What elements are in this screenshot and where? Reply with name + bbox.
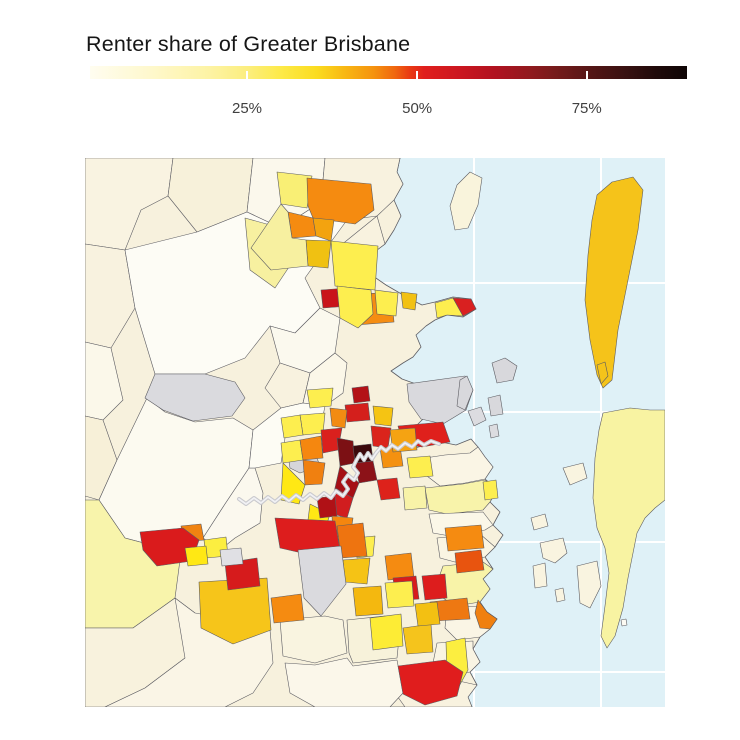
map-region — [467, 406, 487, 427]
map-region — [406, 455, 434, 479]
map-region — [449, 171, 483, 231]
map-region — [491, 357, 518, 384]
map-region — [487, 394, 504, 417]
page-title: Renter share of Greater Brisbane — [86, 32, 411, 57]
map-region — [351, 385, 371, 404]
map-region — [306, 177, 375, 225]
map-region — [584, 176, 644, 389]
map-region — [306, 387, 334, 409]
map-region — [370, 425, 392, 449]
legend-tick-label: 25% — [231, 100, 263, 117]
map-region — [302, 459, 326, 486]
choropleth-map — [85, 158, 665, 707]
map-region — [352, 585, 384, 617]
map-region — [456, 375, 474, 411]
map-region — [434, 297, 464, 319]
map-region — [342, 557, 371, 585]
map-region — [85, 341, 124, 421]
map-region — [369, 613, 404, 651]
map-region — [384, 580, 415, 609]
map-region — [374, 289, 399, 317]
brisbane-river — [238, 440, 440, 505]
legend-tick-label: 75% — [571, 100, 602, 117]
map-region — [280, 414, 304, 439]
map-region — [85, 158, 174, 251]
map-region — [336, 285, 374, 329]
map-region — [596, 361, 609, 385]
map-region — [184, 545, 209, 567]
map-region — [316, 495, 338, 519]
map-region — [482, 479, 499, 501]
map-region — [452, 297, 477, 317]
map-region — [344, 402, 371, 423]
map-region — [299, 435, 324, 461]
map-region — [539, 537, 568, 564]
map-region — [219, 547, 244, 567]
map-region — [576, 560, 602, 609]
map-region — [397, 659, 464, 706]
map-region — [414, 601, 441, 627]
legend-tick-mark — [416, 71, 419, 80]
map-region — [276, 171, 313, 209]
map-region — [562, 462, 588, 486]
map-region — [144, 373, 246, 422]
map-region — [620, 618, 628, 627]
map-region — [305, 239, 332, 269]
map-region — [424, 446, 494, 487]
map-region — [421, 573, 448, 601]
map-region — [402, 623, 434, 655]
legend-tick-mark — [585, 71, 588, 80]
map-region — [454, 549, 485, 574]
map-region — [474, 599, 498, 630]
legend-tick-label: 50% — [402, 100, 433, 117]
map-region — [270, 593, 305, 624]
map-region — [284, 657, 404, 707]
map-region — [336, 437, 356, 467]
map-region — [530, 513, 549, 531]
map-region — [424, 479, 498, 515]
map-region — [372, 405, 394, 427]
map-region — [376, 477, 401, 501]
legend: 25% 50% 75% — [90, 66, 687, 126]
map-svg — [85, 158, 665, 707]
map-region — [329, 407, 348, 429]
map-region — [250, 203, 309, 271]
map-region — [554, 587, 566, 603]
map-region — [85, 243, 136, 349]
map-region — [224, 557, 261, 591]
map-region — [384, 552, 415, 581]
map-region — [330, 240, 379, 291]
map-region — [444, 524, 485, 552]
map-region — [280, 462, 306, 505]
map-region — [297, 545, 347, 617]
map-region — [279, 615, 348, 664]
map-region — [402, 485, 428, 511]
legend-tick-mark — [246, 71, 248, 80]
legend-gradient-bar — [90, 66, 687, 79]
map-region — [592, 407, 665, 649]
map-region — [532, 562, 548, 589]
map-region — [280, 439, 304, 464]
map-region — [488, 423, 500, 439]
map-region — [400, 291, 418, 311]
